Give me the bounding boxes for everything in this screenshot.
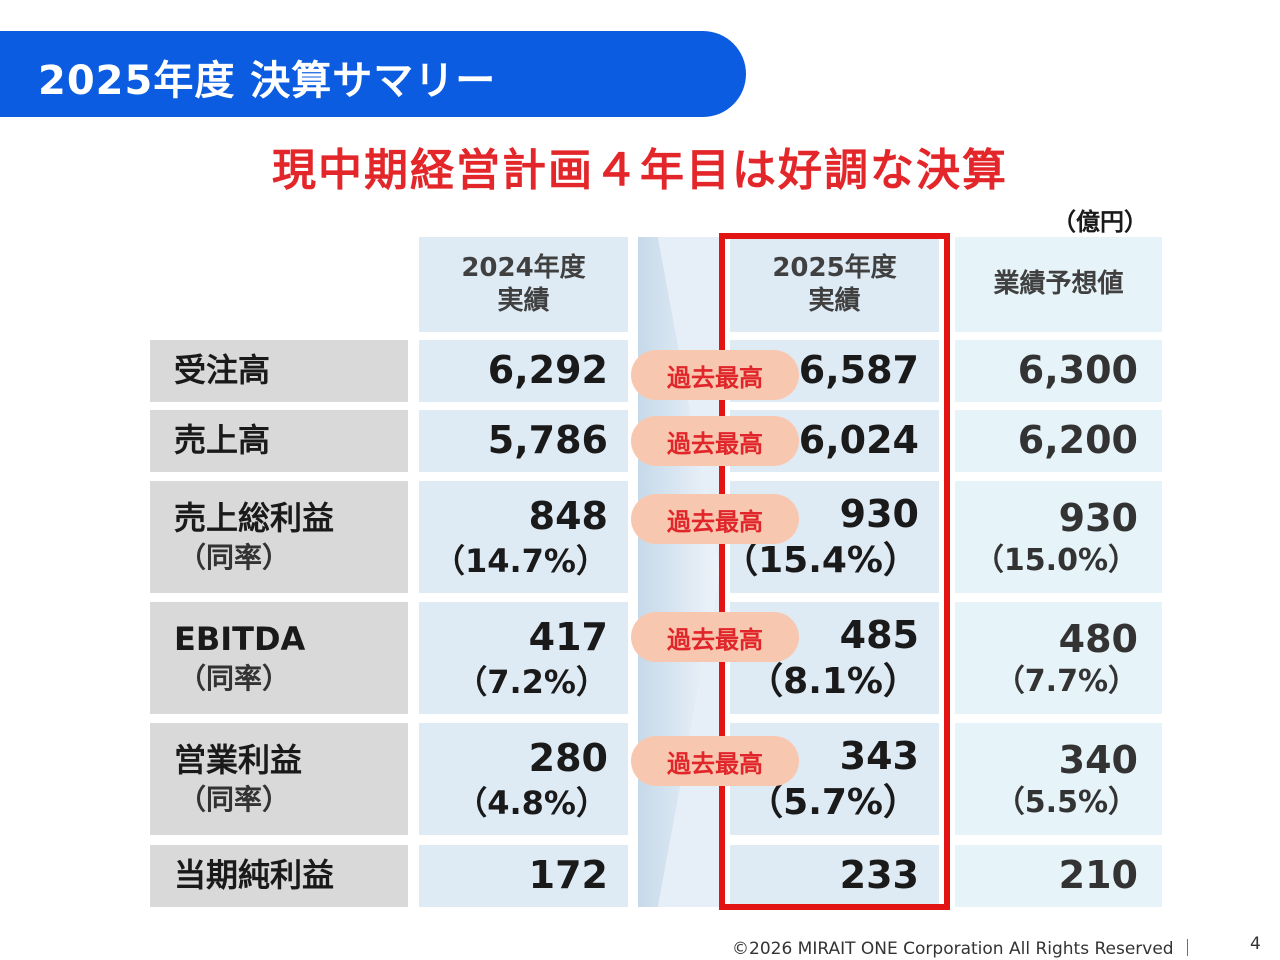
row-label-text: 営業利益	[174, 741, 303, 779]
row-sub-label: （同率）	[178, 661, 291, 695]
value: 848	[528, 494, 608, 539]
header-2025-actual: 2025年度 実績	[730, 237, 939, 332]
row-label-gross-profit: 売上総利益 （同率）	[150, 481, 408, 593]
row-label-text: 当期純利益	[174, 856, 335, 895]
value: 930	[839, 491, 919, 536]
value: 417	[528, 615, 608, 660]
row-label-text: 受注高	[174, 351, 271, 390]
value: 480	[1058, 616, 1138, 661]
rate: （5.5%）	[994, 785, 1138, 820]
record-high-badge-ebitda: 過去最高	[631, 612, 799, 662]
unit-label: （億円）	[1052, 208, 1148, 236]
value: 930	[1058, 495, 1138, 540]
rate: （5.7%）	[747, 782, 919, 824]
row-label-text: 売上高	[174, 421, 271, 460]
cell-forecast-orders: 6,300	[955, 340, 1162, 402]
row-label-net-income: 当期純利益	[150, 845, 408, 907]
highlight-box-2025	[719, 233, 950, 910]
cell-2024-sales: 5,786	[419, 410, 628, 472]
row-label-orders: 受注高	[150, 340, 408, 402]
value: 210	[1058, 853, 1138, 898]
cell-2024-ebitda: 417 （7.2%）	[419, 602, 628, 714]
row-sub-label: （同率）	[178, 782, 291, 816]
header-2024-actual: 2024年度 実績	[419, 237, 628, 332]
rate: （15.0%）	[973, 543, 1138, 578]
record-high-badge-operating-profit: 過去最高	[631, 736, 799, 786]
header-2024-line2: 実績	[497, 285, 550, 316]
title-banner	[0, 31, 746, 117]
header-2025-line1: 2025年度	[772, 253, 897, 283]
copyright: ©2026 MIRAIT ONE Corporation All Rights …	[732, 939, 1197, 959]
value: 172	[528, 853, 608, 898]
header-2025-line2: 実績	[808, 285, 861, 316]
record-high-badge-sales: 過去最高	[631, 416, 799, 466]
cell-forecast-ebitda: 480 （7.7%）	[955, 602, 1162, 714]
value: 6,300	[1017, 348, 1138, 393]
row-label-sales: 売上高	[150, 410, 408, 472]
row-label-text: EBITDA	[174, 620, 306, 658]
cell-2024-gross-profit: 848 （14.7%）	[419, 481, 628, 593]
rate: （4.8%）	[455, 783, 608, 822]
row-sub-label: （同率）	[178, 540, 291, 574]
headline: 現中期経営計画４年目は好調な決算	[272, 145, 1008, 196]
header-forecast: 業績予想値	[955, 237, 1162, 332]
cell-2024-net-income: 172	[419, 845, 628, 907]
cell-forecast-net-income: 210	[955, 845, 1162, 907]
value: 5,786	[487, 418, 608, 463]
record-high-badge-gross-profit: 過去最高	[631, 494, 799, 544]
value: 6,200	[1017, 418, 1138, 463]
header-2024-line1: 2024年度	[461, 253, 586, 283]
arrow-shape	[638, 237, 720, 907]
cell-2025-net-income: 233	[730, 845, 939, 907]
cell-forecast-gross-profit: 930 （15.0%）	[955, 481, 1162, 593]
cell-2024-operating-profit: 280 （4.8%）	[419, 723, 628, 835]
value: 233	[839, 853, 919, 898]
record-high-badge-orders: 過去最高	[631, 350, 799, 400]
page-number: 4	[1250, 934, 1261, 954]
value: 343	[839, 733, 919, 778]
header-forecast-label: 業績予想値	[993, 269, 1124, 300]
value: 280	[528, 736, 608, 781]
cell-forecast-operating-profit: 340 （5.5%）	[955, 723, 1162, 835]
value: 6,292	[487, 348, 608, 393]
value: 6,587	[798, 348, 919, 393]
cell-2024-orders: 6,292	[419, 340, 628, 402]
value: 485	[839, 612, 919, 657]
rate: （7.7%）	[994, 664, 1138, 699]
value: 6,024	[798, 418, 919, 463]
rate: （14.7%）	[432, 541, 608, 580]
cell-forecast-sales: 6,200	[955, 410, 1162, 472]
row-label-text: 売上総利益	[174, 499, 335, 537]
row-label-operating-profit: 営業利益 （同率）	[150, 723, 408, 835]
rate: （15.4%）	[722, 540, 919, 582]
value: 340	[1058, 737, 1138, 782]
rate: （8.1%）	[747, 661, 919, 703]
row-label-ebitda: EBITDA （同率）	[150, 602, 408, 714]
rate: （7.2%）	[455, 662, 608, 701]
slide-title: 2025年度 決算サマリー	[38, 58, 497, 104]
